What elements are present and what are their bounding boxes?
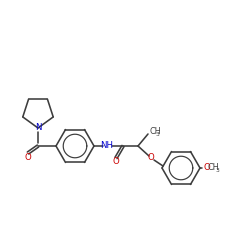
Text: O: O bbox=[112, 158, 119, 166]
Text: CH: CH bbox=[149, 128, 161, 136]
Text: O: O bbox=[203, 164, 210, 172]
Text: O: O bbox=[24, 152, 32, 162]
Text: 3: 3 bbox=[215, 168, 219, 172]
Text: N: N bbox=[35, 124, 41, 132]
Text: CH: CH bbox=[208, 164, 220, 172]
Text: 3: 3 bbox=[156, 132, 159, 138]
Text: NH: NH bbox=[100, 142, 114, 150]
Text: O: O bbox=[148, 154, 154, 162]
